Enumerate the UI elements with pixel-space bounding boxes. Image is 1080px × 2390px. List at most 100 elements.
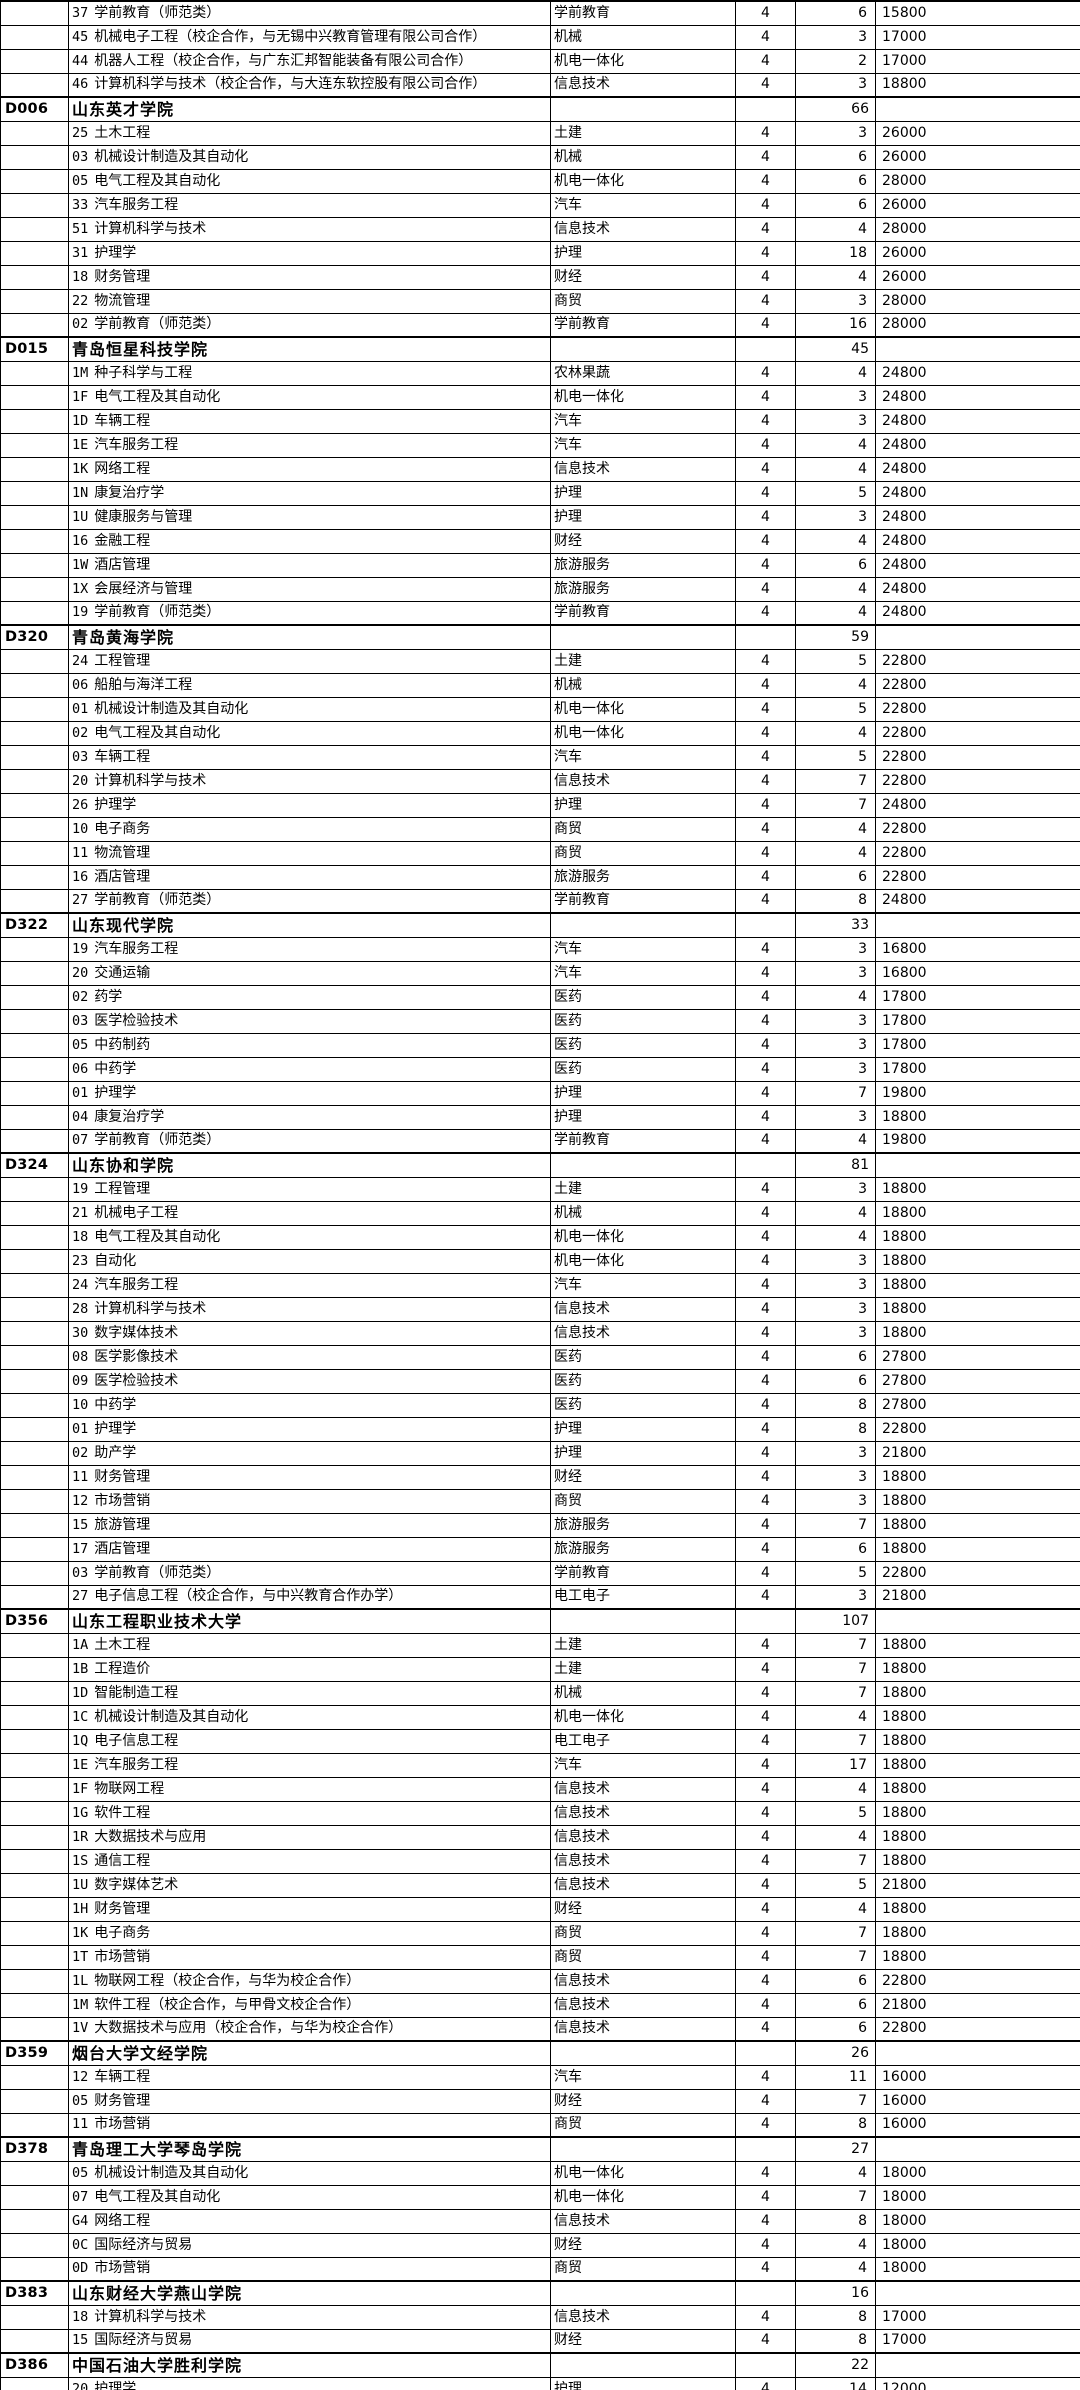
major-row[interactable]: 1R 大数据技术与应用 信息技术 4 4 18800	[0, 1824, 1080, 1850]
major-row[interactable]: 01 机械设计制造及其自动化 机电一体化 4 5 22800	[0, 696, 1080, 722]
major-row[interactable]: 1F 电气工程及其自动化 机电一体化 4 3 24800	[0, 384, 1080, 410]
major-row[interactable]: 25 土木工程 土建 4 3 26000	[0, 120, 1080, 146]
major-row[interactable]: 02 助产学 护理 4 3 21800	[0, 1440, 1080, 1466]
major-row[interactable]: 31 护理学 护理 4 18 26000	[0, 240, 1080, 266]
major-row[interactable]: 37 学前教育（师范类） 学前教育 4 6 15800	[0, 0, 1080, 26]
major-row[interactable]: 12 车辆工程 汽车 4 11 16000	[0, 2064, 1080, 2090]
major-row[interactable]: 1E 汽车服务工程 汽车 4 4 24800	[0, 432, 1080, 458]
major-row[interactable]: 03 医学检验技术 医药 4 3 17800	[0, 1008, 1080, 1034]
major-row[interactable]: 1H 财务管理 财经 4 4 18800	[0, 1896, 1080, 1922]
major-row[interactable]: 11 市场营销 商贸 4 8 16000	[0, 2112, 1080, 2138]
major-row[interactable]: 44 机器人工程（校企合作，与广东汇邦智能装备有限公司合作） 机电一体化 4 2 1700…	[0, 48, 1080, 74]
school-header-row[interactable]: D320 青岛黄海学院 59	[0, 624, 1080, 650]
major-row[interactable]: 1N 康复治疗学 护理 4 5 24800	[0, 480, 1080, 506]
major-row[interactable]: 1D 智能制造工程 机械 4 7 18800	[0, 1680, 1080, 1706]
major-row[interactable]: 22 物流管理 商贸 4 3 28000	[0, 288, 1080, 314]
major-row[interactable]: 03 学前教育（师范类） 学前教育 4 5 22800	[0, 1560, 1080, 1586]
major-row[interactable]: 1M 种子科学与工程 农林果蔬 4 4 24800	[0, 360, 1080, 386]
major-row[interactable]: 12 市场营销 商贸 4 3 18800	[0, 1488, 1080, 1514]
major-row[interactable]: 0D 市场营销 商贸 4 4 18000	[0, 2256, 1080, 2282]
school-header-row[interactable]: D006 山东英才学院 66	[0, 96, 1080, 122]
major-row[interactable]: 03 车辆工程 汽车 4 5 22800	[0, 744, 1080, 770]
major-row[interactable]: 20 护理学 护理 4 14 12000	[0, 2376, 1080, 2390]
major-row[interactable]: 18 财务管理 财经 4 4 26000	[0, 264, 1080, 290]
major-row[interactable]: 1E 汽车服务工程 汽车 4 17 18800	[0, 1752, 1080, 1778]
major-row[interactable]: 1Q 电子信息工程 电工电子 4 7 18800	[0, 1728, 1080, 1754]
major-row[interactable]: 1M 软件工程（校企合作，与甲骨文校企合作） 信息技术 4 6 21800	[0, 1992, 1080, 2018]
major-row[interactable]: 06 船舶与海洋工程 机械 4 4 22800	[0, 672, 1080, 698]
major-row[interactable]: 07 电气工程及其自动化 机电一体化 4 7 18000	[0, 2184, 1080, 2210]
major-row[interactable]: 1A 土木工程 土建 4 7 18800	[0, 1632, 1080, 1658]
major-row[interactable]: 1K 电子商务 商贸 4 7 18800	[0, 1920, 1080, 1946]
major-row[interactable]: 18 电气工程及其自动化 机电一体化 4 4 18800	[0, 1224, 1080, 1250]
major-row[interactable]: 01 护理学 护理 4 7 19800	[0, 1080, 1080, 1106]
major-row[interactable]: 1W 酒店管理 旅游服务 4 6 24800	[0, 552, 1080, 578]
major-row[interactable]: 1T 市场营销 商贸 4 7 18800	[0, 1944, 1080, 1970]
major-row[interactable]: 30 数字媒体技术 信息技术 4 3 18800	[0, 1320, 1080, 1346]
school-header-row[interactable]: D015 青岛恒星科技学院 45	[0, 336, 1080, 362]
major-row[interactable]: 23 自动化 机电一体化 4 3 18800	[0, 1248, 1080, 1274]
major-row[interactable]: 11 财务管理 财经 4 3 18800	[0, 1464, 1080, 1490]
major-row[interactable]: 19 工程管理 土建 4 3 18800	[0, 1176, 1080, 1202]
major-row[interactable]: 02 药学 医药 4 4 17800	[0, 984, 1080, 1010]
major-row[interactable]: 1C 机械设计制造及其自动化 机电一体化 4 4 18800	[0, 1704, 1080, 1730]
major-row[interactable]: 10 中药学 医药 4 8 27800	[0, 1392, 1080, 1418]
school-header-row[interactable]: D322 山东现代学院 33	[0, 912, 1080, 938]
major-row[interactable]: 1G 软件工程 信息技术 4 5 18800	[0, 1800, 1080, 1826]
major-row[interactable]: 01 护理学 护理 4 8 22800	[0, 1416, 1080, 1442]
major-row[interactable]: 06 中药学 医药 4 3 17800	[0, 1056, 1080, 1082]
major-row[interactable]: 20 交通运输 汽车 4 3 16800	[0, 960, 1080, 986]
major-row[interactable]: 1U 数字媒体艺术 信息技术 4 5 21800	[0, 1872, 1080, 1898]
major-row[interactable]: 07 学前教育（师范类） 学前教育 4 4 19800	[0, 1128, 1080, 1154]
major-row[interactable]: 24 工程管理 土建 4 5 22800	[0, 648, 1080, 674]
major-row[interactable]: 02 电气工程及其自动化 机电一体化 4 4 22800	[0, 720, 1080, 746]
major-row[interactable]: 1X 会展经济与管理 旅游服务 4 4 24800	[0, 576, 1080, 602]
major-row[interactable]: 51 计算机科学与技术 信息技术 4 4 28000	[0, 216, 1080, 242]
major-row[interactable]: 15 旅游管理 旅游服务 4 7 18800	[0, 1512, 1080, 1538]
major-row[interactable]: 26 护理学 护理 4 7 24800	[0, 792, 1080, 818]
major-row[interactable]: 45 机械电子工程（校企合作，与无锡中兴教育管理有限公司合作） 机械 4 3 17000	[0, 24, 1080, 50]
major-row[interactable]: 19 学前教育（师范类） 学前教育 4 4 24800	[0, 600, 1080, 626]
major-row[interactable]: 1S 通信工程 信息技术 4 7 18800	[0, 1848, 1080, 1874]
major-row[interactable]: 16 金融工程 财经 4 4 24800	[0, 528, 1080, 554]
major-row[interactable]: 28 计算机科学与技术 信息技术 4 3 18800	[0, 1296, 1080, 1322]
major-row[interactable]: 1L 物联网工程（校企合作，与华为校企合作） 信息技术 4 6 22800	[0, 1968, 1080, 1994]
major-row[interactable]: 24 汽车服务工程 汽车 4 3 18800	[0, 1272, 1080, 1298]
major-row[interactable]: 18 计算机科学与技术 信息技术 4 8 17000	[0, 2304, 1080, 2330]
major-row[interactable]: 09 医学检验技术 医药 4 6 27800	[0, 1368, 1080, 1394]
major-row[interactable]: 05 中药制药 医药 4 3 17800	[0, 1032, 1080, 1058]
major-row[interactable]: 1U 健康服务与管理 护理 4 3 24800	[0, 504, 1080, 530]
major-row[interactable]: 27 学前教育（师范类） 学前教育 4 8 24800	[0, 888, 1080, 914]
major-row[interactable]: 20 计算机科学与技术 信息技术 4 7 22800	[0, 768, 1080, 794]
school-header-row[interactable]: D386 中国石油大学胜利学院 22	[0, 2352, 1080, 2378]
major-row[interactable]: 15 国际经济与贸易 财经 4 8 17000	[0, 2328, 1080, 2354]
major-row[interactable]: 46 计算机科学与技术（校企合作，与大连东软控股有限公司合作） 信息技术 4 3 1880…	[0, 72, 1080, 98]
major-row[interactable]: 05 机械设计制造及其自动化 机电一体化 4 4 18000	[0, 2160, 1080, 2186]
major-row[interactable]: 27 电子信息工程（校企合作，与中兴教育合作办学） 电工电子 4 3 21800	[0, 1584, 1080, 1610]
major-row[interactable]: 1V 大数据技术与应用（校企合作，与华为校企合作） 信息技术 4 6 22800	[0, 2016, 1080, 2042]
school-header-row[interactable]: D324 山东协和学院 81	[0, 1152, 1080, 1178]
school-header-row[interactable]: D383 山东财经大学燕山学院 16	[0, 2280, 1080, 2306]
major-row[interactable]: 1B 工程造价 土建 4 7 18800	[0, 1656, 1080, 1682]
major-row[interactable]: 10 电子商务 商贸 4 4 22800	[0, 816, 1080, 842]
major-row[interactable]: 02 学前教育（师范类） 学前教育 4 16 28000	[0, 312, 1080, 338]
school-header-row[interactable]: D356 山东工程职业技术大学 107	[0, 1608, 1080, 1634]
school-header-row[interactable]: D359 烟台大学文经学院 26	[0, 2040, 1080, 2066]
major-row[interactable]: 05 电气工程及其自动化 机电一体化 4 6 28000	[0, 168, 1080, 194]
major-row[interactable]: 05 财务管理 财经 4 7 16000	[0, 2088, 1080, 2114]
major-row[interactable]: 04 康复治疗学 护理 4 3 18800	[0, 1104, 1080, 1130]
major-row[interactable]: 17 酒店管理 旅游服务 4 6 18800	[0, 1536, 1080, 1562]
major-row[interactable]: 1D 车辆工程 汽车 4 3 24800	[0, 408, 1080, 434]
major-row[interactable]: 21 机械电子工程 机械 4 4 18800	[0, 1200, 1080, 1226]
major-row[interactable]: 1F 物联网工程 信息技术 4 4 18800	[0, 1776, 1080, 1802]
major-row[interactable]: G4 网络工程 信息技术 4 8 18000	[0, 2208, 1080, 2234]
major-row[interactable]: 1K 网络工程 信息技术 4 4 24800	[0, 456, 1080, 482]
major-row[interactable]: 16 酒店管理 旅游服务 4 6 22800	[0, 864, 1080, 890]
major-row[interactable]: 19 汽车服务工程 汽车 4 3 16800	[0, 936, 1080, 962]
major-row[interactable]: 03 机械设计制造及其自动化 机械 4 6 26000	[0, 144, 1080, 170]
major-row[interactable]: 0C 国际经济与贸易 财经 4 4 18000	[0, 2232, 1080, 2258]
school-header-row[interactable]: D378 青岛理工大学琴岛学院 27	[0, 2136, 1080, 2162]
major-row[interactable]: 33 汽车服务工程 汽车 4 6 26000	[0, 192, 1080, 218]
major-row[interactable]: 08 医学影像技术 医药 4 6 27800	[0, 1344, 1080, 1370]
major-row[interactable]: 11 物流管理 商贸 4 4 22800	[0, 840, 1080, 866]
